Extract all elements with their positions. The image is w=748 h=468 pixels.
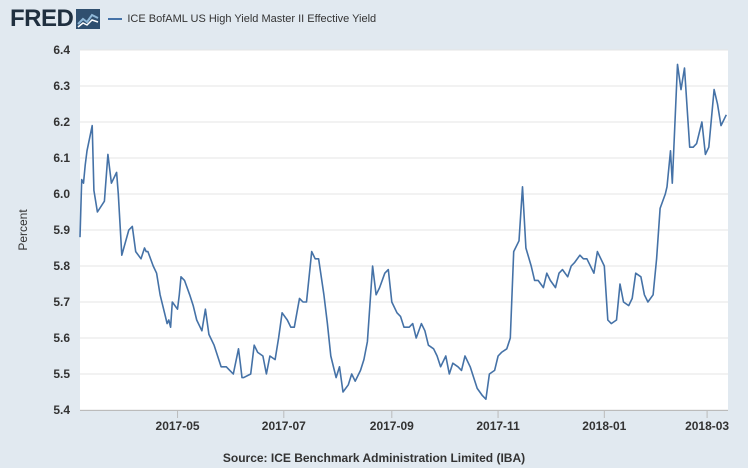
series-line bbox=[79, 63, 728, 400]
x-tick-label: 2017-05 bbox=[156, 419, 200, 433]
y-tick-label: 6.2 bbox=[53, 115, 70, 129]
x-tick-label: 2017-11 bbox=[476, 419, 520, 433]
chart-header: FRED ICE BofAML US High Yield Master II … bbox=[10, 6, 376, 32]
x-tick-label: 2017-09 bbox=[370, 419, 414, 433]
y-tick-label: 5.9 bbox=[53, 223, 70, 237]
legend-label: ICE BofAML US High Yield Master II Effec… bbox=[127, 13, 377, 25]
legend-swatch bbox=[108, 18, 123, 20]
fred-chart-icon bbox=[76, 9, 101, 29]
y-tick-label: 6.0 bbox=[53, 187, 70, 201]
y-tick-label: 5.6 bbox=[53, 331, 70, 345]
y-tick-label: 5.4 bbox=[53, 403, 70, 417]
y-axis-label: Percent bbox=[16, 209, 30, 251]
y-axis-ticks: 5.4 5.5 5.6 5.7 5.8 5.9 6.0 6.1 6.2 6.3 6.4 bbox=[53, 43, 70, 417]
y-tick-label: 6.3 bbox=[53, 79, 70, 93]
x-tick-label: 2018-03 bbox=[685, 419, 729, 433]
fred-logo[interactable]: FRED bbox=[10, 5, 74, 32]
x-tick-label: 2018-01 bbox=[582, 419, 626, 433]
x-tick-label: 2017-07 bbox=[262, 419, 306, 433]
y-tick-label: 6.4 bbox=[53, 43, 70, 57]
y-tick-label: 5.8 bbox=[53, 259, 70, 273]
y-tick-label: 5.7 bbox=[53, 295, 70, 309]
x-axis-ticks: 2017-05 2017-07 2017-09 2017-11 2018-01 2018-… bbox=[80, 410, 729, 433]
y-tick-label: 5.5 bbox=[53, 367, 70, 381]
y-tick-label: 6.1 bbox=[53, 151, 70, 165]
legend: ICE BofAML US High Yield Master II Effec… bbox=[108, 13, 376, 25]
source-note: Source: ICE Benchmark Administration Lim… bbox=[222, 451, 526, 465]
